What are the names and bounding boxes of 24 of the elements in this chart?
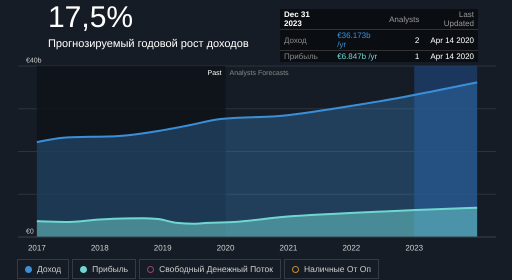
text: Analysts (388, 14, 420, 26)
text: €36.173b /yr (336, 30, 372, 50)
legend-label: Свободный Денежный Поток (159, 264, 273, 274)
x-tick-label: 2019 (154, 244, 172, 253)
legend-label: Прибыль (92, 264, 128, 274)
text: 1 (414, 51, 420, 62)
chart-title: 17,5% (48, 0, 134, 36)
text: Last Updated (442, 9, 475, 30)
text: €6.847b /yr (336, 51, 378, 62)
text: Доход (283, 34, 308, 47)
chart-subtitle: Прогнозируемый годовой рост доходов (48, 38, 249, 50)
x-tick-label: 2017 (28, 244, 46, 253)
text: Apr 14 2020 (429, 51, 475, 62)
text: Apr 14 2020 (429, 34, 475, 47)
text: Dec 31 2023 (283, 9, 311, 30)
text: 2 (414, 34, 420, 46)
x-tick-label: 2018 (90, 244, 110, 253)
legend-label: Наличные От Оп (304, 264, 371, 274)
text: Прибыль (283, 51, 319, 62)
legend-label: Доход (37, 264, 62, 274)
x-tick-label: 2022 (342, 244, 361, 253)
x-tick-label: 2023 (405, 244, 424, 253)
x-tick-label: 2020 (216, 244, 235, 253)
x-tick-label: 2021 (280, 244, 298, 253)
